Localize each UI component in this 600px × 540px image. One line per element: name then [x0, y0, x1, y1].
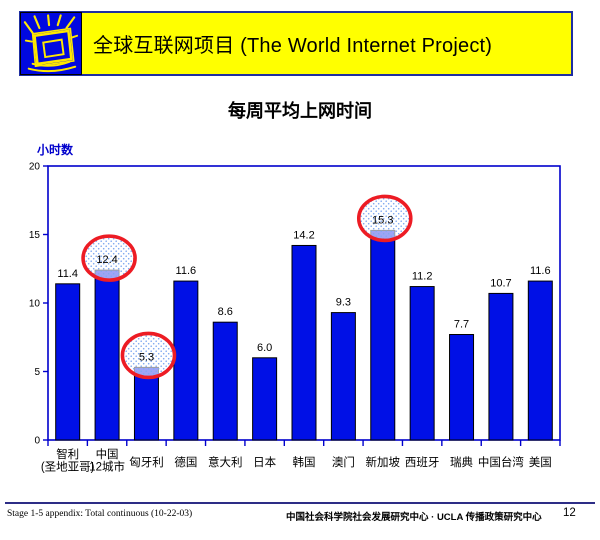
bar-7: [330, 312, 356, 441]
y-tick-label: 15: [29, 230, 41, 241]
bar-value-label-12: 11.6: [530, 265, 551, 277]
bar-10: [449, 334, 475, 441]
header-title: 全球互联网项目 (The World Internet Project): [93, 35, 493, 57]
y-tick-label: 20: [29, 162, 41, 173]
y-tick-label: 0: [34, 436, 40, 447]
header-banner: 全球互联网项目 (The World Internet Project): [19, 11, 573, 76]
x-category-label-10: 瑞典: [450, 455, 473, 469]
bar-3: [173, 280, 199, 441]
bar-6: [291, 244, 317, 441]
bar-value-label-0: 11.4: [57, 268, 78, 280]
bar-value-label-3: 11.6: [176, 265, 197, 277]
bar-9: [409, 286, 435, 441]
world-internet-project-logo-icon: [20, 12, 82, 75]
bar-8: [370, 229, 396, 441]
x-category-label-8: 新加坡: [366, 455, 401, 469]
y-axis-label: 小时数: [37, 143, 74, 157]
x-category-label-0: 智利(圣地亚哥): [41, 447, 95, 474]
bar-5: [252, 357, 278, 441]
bar-value-label-2: 5.3: [139, 351, 154, 363]
bar-chart: 0 5 10 15 20 11.4 12.4 5.3 11.6 8.6 6.0 14.2 9.3 15.3…: [29, 162, 561, 474]
x-category-label-2: 匈牙利: [129, 455, 164, 469]
x-category-label-7: 澳门: [332, 455, 355, 469]
bar-value-label-1: 12.4: [96, 254, 117, 266]
x-category-label-12: 美国: [529, 455, 552, 469]
x-category-label-6: 韩国: [293, 455, 316, 469]
bar-value-label-9: 11.2: [412, 271, 433, 283]
y-tick-label: 5: [34, 367, 40, 378]
bar-12: [527, 280, 553, 441]
bar-1: [94, 269, 120, 441]
bar-4: [212, 321, 238, 441]
bar-11: [488, 292, 514, 441]
x-category-label-11: 中国台湾: [478, 455, 524, 469]
highlight-circle-8: [356, 194, 413, 243]
bar-value-label-5: 6.0: [257, 342, 272, 354]
chart-title: 每周平均上网时间: [228, 101, 372, 121]
bar-value-label-4: 8.6: [218, 306, 233, 318]
y-tick-label: 10: [29, 299, 41, 310]
highlight-circle-2: [120, 331, 177, 380]
bar-value-label-10: 7.7: [454, 319, 469, 331]
footer-divider: [5, 502, 595, 504]
bar-2: [133, 366, 159, 441]
x-category-label-5: 日本: [253, 455, 276, 469]
bar-value-label-7: 9.3: [336, 297, 351, 309]
footer-center-text: 中国社会科学院社会发展研究中心 · UCLA 传播政策研究中心: [286, 512, 542, 523]
x-category-label-9: 西班牙: [405, 456, 440, 469]
page-number: 12: [563, 507, 576, 519]
x-category-label-4: 意大利: [208, 455, 243, 469]
footer-left-text: Stage 1-5 appendix: Total continuous (10…: [7, 509, 193, 519]
bar-0: [55, 283, 81, 441]
x-category-label-1: 中国 12城市: [89, 448, 125, 474]
x-category-label-3: 德国: [174, 455, 197, 469]
bar-value-label-8: 15.3: [372, 214, 393, 226]
bar-value-label-6: 14.2: [293, 229, 314, 241]
sketched-monitor-icon: [23, 14, 79, 73]
highlight-circle-1: [81, 234, 137, 282]
bar-value-label-11: 10.7: [490, 277, 511, 289]
